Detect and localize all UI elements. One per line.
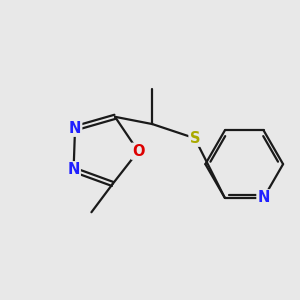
Text: N: N bbox=[69, 121, 81, 136]
Text: N: N bbox=[68, 162, 80, 177]
Text: S: S bbox=[190, 131, 200, 146]
Text: N: N bbox=[257, 190, 270, 205]
Text: O: O bbox=[132, 144, 145, 159]
